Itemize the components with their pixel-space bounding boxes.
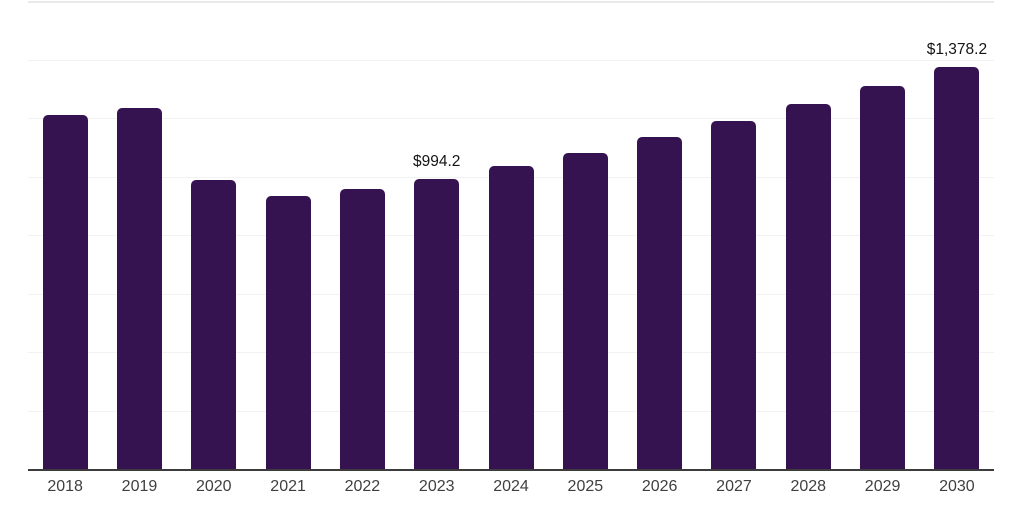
chart-top-border: [28, 1, 994, 3]
x-axis-tick-labels: 2018 2019 2020 2021 2022 2023 2024 2025 2026 2027…: [28, 478, 994, 496]
bar-column-2027: [697, 2, 771, 470]
x-axis-line: [28, 469, 994, 471]
data-label-2023: $994.2: [413, 153, 461, 171]
bar-2019: [116, 107, 162, 470]
gridline-1200: [28, 118, 994, 119]
bar-column-2028: [771, 2, 845, 470]
x-tick-label-2026: 2026: [641, 478, 678, 495]
x-tick-label-2023: 2023: [418, 478, 455, 495]
x-tick-label-2020: 2020: [195, 478, 232, 495]
x-tick-label-2024: 2024: [493, 478, 529, 495]
bar-2020: [191, 179, 237, 470]
x-tick-label-2025: 2025: [567, 478, 604, 495]
bar-2027: [711, 121, 757, 470]
x-tick-label-2019: 2019: [121, 478, 158, 495]
bar-column-2018: [28, 2, 102, 470]
x-tick-label-2027: 2027: [716, 478, 752, 495]
bar-column-2021: [251, 2, 325, 470]
bar-column-2030: $1,378.2: [920, 2, 994, 470]
plot-area: $994.2 $1,378.2: [28, 1, 994, 471]
bar-column-2020: [177, 2, 251, 470]
x-tick-label-2022: 2022: [344, 478, 381, 495]
bar-2024: [488, 165, 534, 470]
gridline-1400: [28, 59, 994, 61]
x-tick-label-2030: 2030: [939, 478, 975, 495]
bar-2022: [339, 189, 385, 470]
bar-2026: [637, 136, 683, 470]
bar-2025: [562, 152, 608, 470]
bar-column-2022: [325, 2, 399, 470]
bar-column-2026: [623, 2, 697, 470]
bar-column-2029: [845, 2, 919, 470]
x-tick-label-2028: 2028: [790, 478, 827, 495]
bar-2028: [785, 104, 831, 470]
data-label-2030: $1,378.2: [926, 40, 988, 58]
x-tick-label-2029: 2029: [864, 478, 901, 495]
bar-2029: [860, 85, 906, 470]
bar-series: $994.2 $1,378.2: [28, 2, 994, 470]
bar-column-2024: [474, 2, 548, 470]
bar-column-2025: [548, 2, 622, 470]
x-tick-label-2021: 2021: [270, 478, 306, 495]
bar-2023: [414, 179, 460, 470]
bar-column-2023: $994.2: [400, 2, 474, 470]
bar-2030: [934, 66, 980, 470]
x-tick-label-2018: 2018: [47, 478, 83, 495]
bar-2018: [42, 115, 88, 470]
bar-column-2019: [102, 2, 176, 470]
bar-2021: [265, 196, 311, 470]
